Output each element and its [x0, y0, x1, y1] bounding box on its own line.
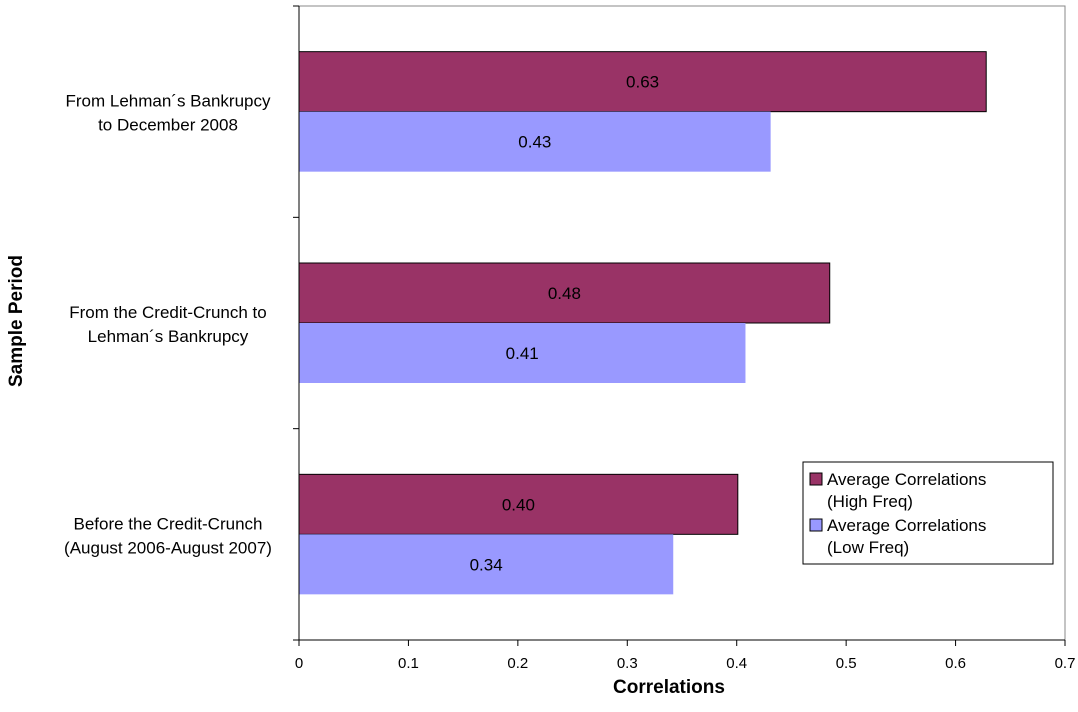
legend-label-line: Average Correlations	[827, 470, 986, 489]
y-category-label-line: From Lehman´s Bankrupcy	[65, 92, 271, 111]
x-tick-label: 0	[295, 655, 303, 672]
y-category-label: Before the Credit-Crunch (August 2006-Aug…	[64, 514, 272, 557]
bar	[299, 534, 674, 595]
y-category-label: From the Credit-Crunch to Lehman´s Bankru…	[69, 303, 266, 346]
legend-swatch	[809, 472, 823, 486]
bar-labels: 0.63 0.43 0.48 0.41 0.40 0.34	[470, 73, 660, 575]
bar-value-label: 0.48	[548, 284, 581, 303]
bar-value-label: 0.41	[506, 344, 539, 363]
x-axis-title: Correlations	[613, 677, 725, 698]
bar	[299, 323, 746, 383]
y-category-label: From Lehman´s Bankrupcy to December 2008	[65, 92, 271, 135]
bar-value-label: 0.40	[502, 495, 535, 514]
legend-label: Average Correlations (Low Freq)	[827, 516, 986, 557]
legend-label-line: (Low Freq)	[827, 538, 909, 557]
bar	[298, 262, 831, 324]
x-tick-label: 0.5	[836, 655, 857, 672]
legend-label: Average Correlations (High Freq)	[827, 470, 986, 511]
bars	[298, 51, 987, 595]
y-category-label-line: From the Credit-Crunch to	[69, 303, 266, 322]
x-tick-label: 0.2	[507, 655, 528, 672]
x-tick-label: 0.3	[617, 655, 638, 672]
x-axis: 0 0.1 0.2 0.3 0.4 0.5 0.6 0.7	[295, 639, 1076, 672]
y-axis-title: Sample Period	[6, 255, 27, 387]
bar	[298, 51, 987, 113]
legend-swatch	[809, 518, 823, 532]
legend-label-line: Average Correlations	[827, 516, 986, 535]
legend: Average Correlations (High Freq)Average C…	[802, 461, 1054, 565]
x-tick-label: 0.7	[1055, 655, 1076, 672]
x-tick-label: 0.1	[398, 655, 419, 672]
y-category-label-line: to December 2008	[98, 116, 238, 135]
y-category-label-line: Lehman´s Bankrupcy	[88, 327, 249, 346]
bar-value-label: 0.63	[626, 73, 659, 92]
bar	[298, 473, 739, 535]
x-tick-label: 0.6	[945, 655, 966, 672]
y-category-label-line: Before the Credit-Crunch	[74, 514, 263, 533]
x-tick-label: 0.4	[726, 655, 747, 672]
y-axis: From Lehman´s Bankrupcy to December 2008F…	[64, 5, 300, 641]
legend-label-line: (High Freq)	[827, 492, 913, 511]
y-category-label-line: (August 2006-August 2007)	[64, 538, 272, 557]
bar-value-label: 0.34	[470, 555, 503, 574]
bar	[299, 111, 771, 172]
bar-value-label: 0.43	[518, 133, 551, 152]
legend-box	[802, 461, 1054, 565]
